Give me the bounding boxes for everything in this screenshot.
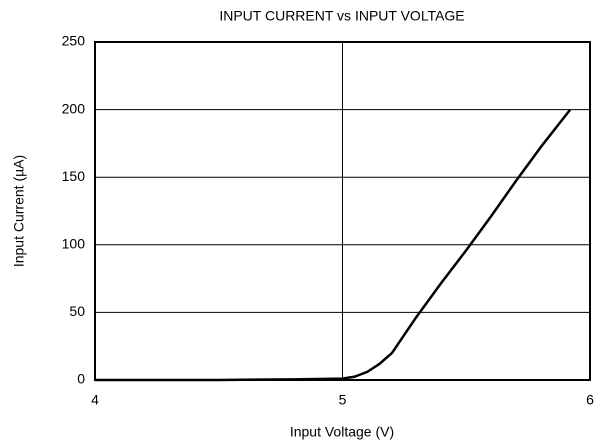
x-axis-label: Input Voltage (V) xyxy=(290,424,394,440)
plot-frame xyxy=(94,41,591,381)
y-tick-label: 100 xyxy=(62,236,86,252)
x-tick-label: 5 xyxy=(339,392,347,408)
chart-title: INPUT CURRENT vs INPUT VOLTAGE xyxy=(219,8,464,24)
x-tick-label: 4 xyxy=(91,392,99,408)
y-axis-label: Input Current (µA) xyxy=(11,155,27,267)
x-tick-label: 6 xyxy=(586,392,594,408)
y-tick-label: 200 xyxy=(62,100,86,116)
data-line xyxy=(95,108,572,382)
y-tick-label: 50 xyxy=(69,303,85,319)
y-tick-label: 150 xyxy=(62,168,86,184)
y-tick-label: 250 xyxy=(62,33,86,49)
y-tick-label: 0 xyxy=(77,371,85,387)
